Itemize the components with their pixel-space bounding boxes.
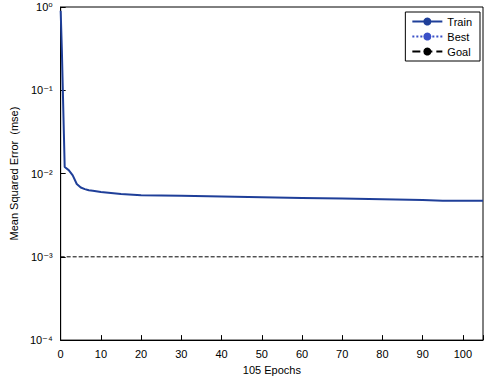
svg-text:Mean Squared Error (mse): Mean Squared Error (mse) bbox=[8, 107, 20, 241]
svg-text:100: 100 bbox=[454, 348, 472, 360]
svg-text:30: 30 bbox=[175, 348, 187, 360]
svg-text:10⁻³: 10⁻³ bbox=[31, 251, 53, 263]
svg-text:90: 90 bbox=[417, 348, 429, 360]
svg-text:Goal: Goal bbox=[447, 46, 470, 58]
svg-text:10⁻⁴: 10⁻⁴ bbox=[30, 334, 53, 346]
svg-text:80: 80 bbox=[376, 348, 388, 360]
svg-text:10⁻²: 10⁻² bbox=[31, 168, 53, 180]
svg-text:70: 70 bbox=[336, 348, 348, 360]
svg-text:20: 20 bbox=[135, 348, 147, 360]
svg-text:10: 10 bbox=[95, 348, 107, 360]
svg-text:105 Epochs: 105 Epochs bbox=[243, 364, 302, 376]
svg-text:Best: Best bbox=[447, 31, 469, 43]
svg-text:Train: Train bbox=[447, 16, 472, 28]
svg-text:10⁻¹: 10⁻¹ bbox=[31, 84, 53, 96]
svg-text:60: 60 bbox=[296, 348, 308, 360]
svg-text:10⁰: 10⁰ bbox=[36, 1, 53, 13]
svg-text:50: 50 bbox=[256, 348, 268, 360]
svg-text:40: 40 bbox=[215, 348, 227, 360]
svg-text:0: 0 bbox=[58, 348, 64, 360]
